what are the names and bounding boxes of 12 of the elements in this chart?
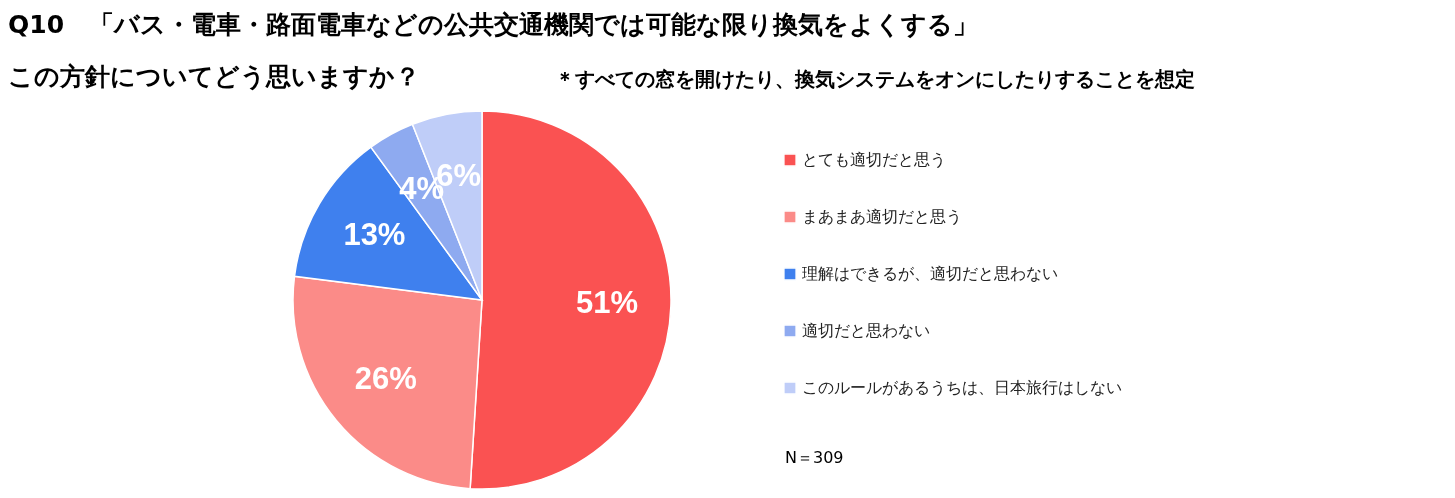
chart-title: Q10 「バス・電車・路面電車などの公共交通機関では可能な限り換気をよくする」 (8, 9, 979, 41)
text: N＝309 (785, 448, 844, 469)
legend-label: 理解はできるが、適切だと思わない (802, 264, 1058, 283)
data-label: 13% (343, 217, 406, 253)
text: ＊すべての窓を開けたり、換気システムをオンにしたりすることを想定 (555, 66, 1195, 93)
legend-label: とても適切だと思う (802, 150, 946, 169)
data-label: 26% (354, 360, 417, 396)
legend-label: まあまあ適切だと思う (802, 207, 962, 226)
data-label: 51% (575, 284, 638, 320)
legend-label: このルールがあるうちは、日本旅行はしない (802, 378, 1122, 397)
chart-subtitle: この方針についてどう思いますか？ (8, 61, 420, 93)
legend-label: 適切だと思わない (802, 321, 930, 340)
